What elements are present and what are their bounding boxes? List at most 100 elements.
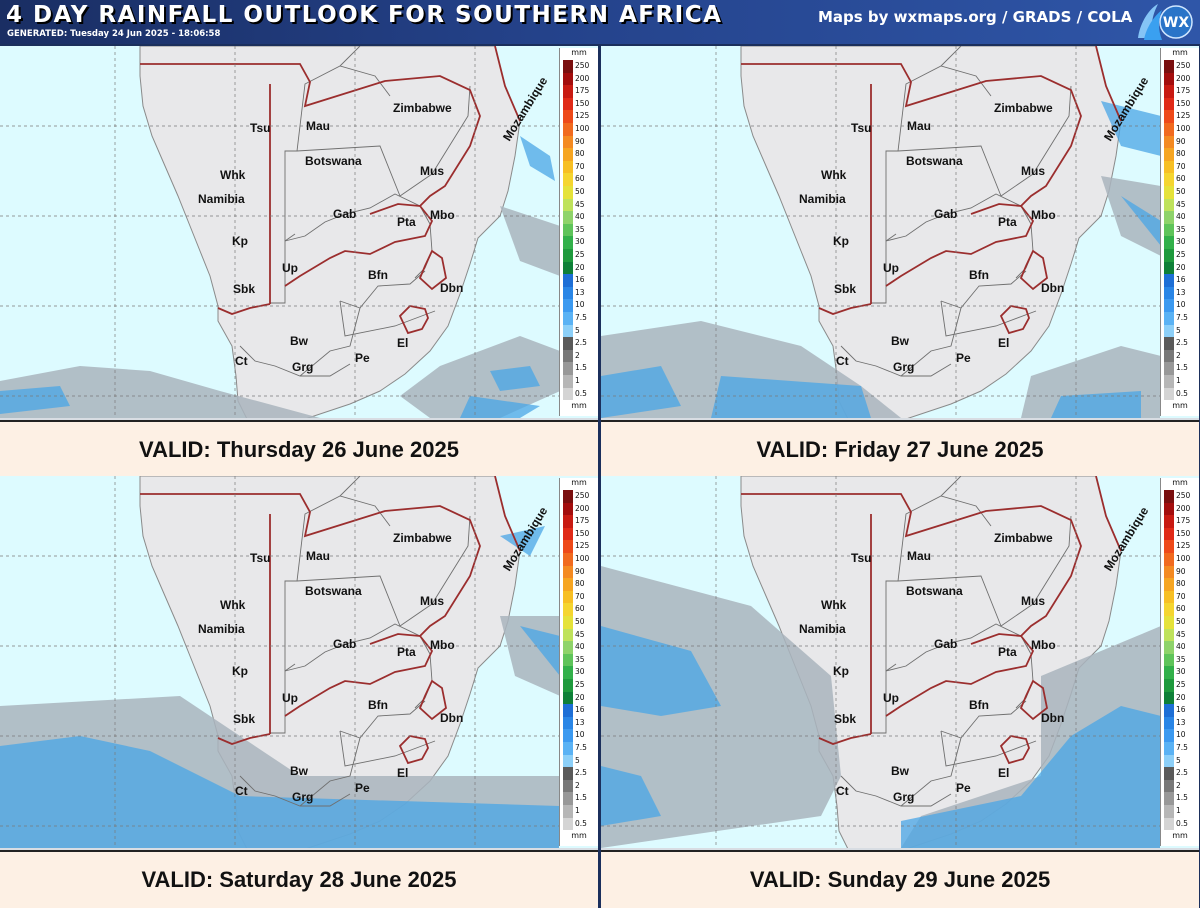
legend-swatch — [1164, 299, 1174, 312]
legend-swatch — [1164, 186, 1174, 199]
country-border — [284, 635, 434, 717]
place-label-pta: Pta — [397, 215, 416, 229]
country-border — [970, 203, 1022, 215]
map-canvas — [601, 46, 1160, 418]
province-boundary — [840, 345, 952, 377]
place-label-mau: Mau — [306, 549, 330, 563]
place-label-zimbabwe: Zimbabwe — [393, 531, 452, 545]
legend-tick-label: 0.5 — [575, 818, 587, 828]
legend-tick-label: 25 — [1176, 250, 1186, 259]
province-boundary — [284, 65, 391, 241]
valid-date-bar: VALID: Saturday 28 June 2025 — [0, 850, 598, 908]
legend-swatch — [1164, 349, 1174, 363]
legend-tick-label: 90 — [575, 136, 585, 146]
country-border — [741, 493, 1082, 637]
legend-tick-label: 250 — [1176, 491, 1191, 500]
place-label-el: El — [397, 766, 409, 780]
rain-area-moderate — [601, 766, 661, 826]
country-border — [140, 493, 481, 637]
valid-date-bar: VALID: Thursday 26 June 2025 — [0, 420, 598, 478]
legend-swatch — [563, 299, 573, 312]
legend-tick-label: 35 — [1176, 654, 1186, 664]
legend-tick-label: 20 — [1176, 262, 1186, 272]
place-label-grg: Grg — [292, 790, 314, 804]
country-border — [1019, 679, 1048, 721]
legend-swatch — [563, 502, 573, 516]
place-label-tsu: Tsu — [250, 121, 271, 135]
place-label-mbo: Mbo — [1031, 638, 1056, 652]
legend-swatch — [1164, 123, 1174, 136]
rainfall-legend: mm 250 200 175 150 125 100 90 80 70 60 50 45 40 35 30 25… — [1160, 48, 1199, 416]
place-label-mau: Mau — [907, 119, 931, 133]
legend-tick-label: 5 — [575, 755, 580, 765]
place-label-botswana: Botswana — [906, 154, 963, 168]
legend-tick-label: 2.5 — [1176, 768, 1188, 778]
province-boundary — [897, 575, 1002, 627]
legend-swatch — [1164, 60, 1174, 73]
legend-tick-label: 200 — [575, 73, 590, 83]
legend-unit-top: mm — [1172, 48, 1188, 57]
legend-tick-label: 30 — [575, 667, 585, 677]
place-label-ct: Ct — [836, 784, 849, 798]
valid-date-label: VALID: Friday 27 June 2025 — [756, 437, 1044, 462]
place-label-namibia: Namibia — [799, 622, 846, 636]
legend-swatch — [1164, 490, 1174, 503]
legend-swatch — [1164, 110, 1174, 123]
place-label-kp: Kp — [833, 664, 849, 678]
rainfall-map: Tsu Mau Zimbabwe Mozambique Whk Botswana Mus Na… — [0, 46, 598, 418]
legend-tick-label: 80 — [1176, 149, 1186, 159]
legend-tick-label: 70 — [1176, 591, 1186, 601]
legend-tick-label: 40 — [1176, 642, 1186, 652]
legend-swatch — [563, 666, 573, 679]
legend-swatch — [1164, 135, 1174, 149]
province-boundary — [399, 85, 471, 197]
legend-tick-label: 2 — [1176, 350, 1181, 360]
legend-swatch — [1164, 578, 1174, 591]
place-label-sbk: Sbk — [834, 712, 857, 726]
legend-tick-label: 7.5 — [575, 743, 587, 752]
legend-swatch — [1164, 173, 1174, 186]
legend-tick-label: 45 — [1176, 629, 1186, 639]
legend-tick-label: 40 — [575, 212, 585, 222]
legend-tick-label: 175 — [1176, 516, 1191, 526]
legend-swatch — [1164, 223, 1174, 237]
country-border — [741, 63, 1082, 207]
legend-swatch — [1164, 565, 1174, 579]
legend-tick-label: 100 — [575, 554, 590, 563]
province-boundary — [296, 575, 401, 627]
map-canvas — [601, 476, 1160, 848]
legend-tick-label: 5 — [1176, 755, 1181, 765]
legend-tick-label: 150 — [575, 98, 590, 108]
legend-tick-label: 13 — [1176, 287, 1186, 297]
legend-tick-label: 2.5 — [1176, 338, 1188, 348]
legend-swatch — [563, 97, 573, 111]
legend-swatch — [1164, 641, 1174, 654]
legend-tick-label: 175 — [575, 516, 590, 526]
rain-area-light — [0, 366, 320, 418]
legend-swatch — [1164, 767, 1174, 780]
legend-tick-label: 16 — [1176, 705, 1186, 715]
legend-tick-label: 0.5 — [575, 388, 587, 398]
legend-tick-label: 60 — [1176, 604, 1186, 614]
province-boundary — [940, 46, 962, 67]
legend-swatch — [563, 337, 573, 350]
legend-tick-label: 7.5 — [1176, 313, 1188, 322]
svg-text:WX: WX — [1163, 15, 1189, 31]
legend-tick-label: 80 — [575, 579, 585, 589]
legend-tick-label: 35 — [1176, 224, 1186, 234]
legend-tick-label: 20 — [575, 692, 585, 702]
legend-swatch — [563, 198, 573, 212]
place-label-zimbabwe: Zimbabwe — [994, 531, 1053, 545]
legend-tick-label: 50 — [575, 187, 585, 196]
legend-tick-label: 10 — [1176, 300, 1186, 310]
country-border — [1095, 476, 1122, 552]
legend-unit-bottom: mm — [571, 401, 587, 411]
rainfall-legend: mm 250 200 175 150 125 100 90 80 70 60 50 45 40 35 30 25… — [1160, 478, 1199, 846]
legend-swatch — [1164, 805, 1174, 818]
place-label-up: Up — [883, 261, 899, 275]
legend-swatch — [563, 628, 573, 642]
legend-swatch — [563, 110, 573, 123]
rain-area-moderate — [901, 706, 1160, 848]
place-label-tsu: Tsu — [250, 551, 271, 565]
legend-tick-label: 1.5 — [575, 363, 587, 373]
